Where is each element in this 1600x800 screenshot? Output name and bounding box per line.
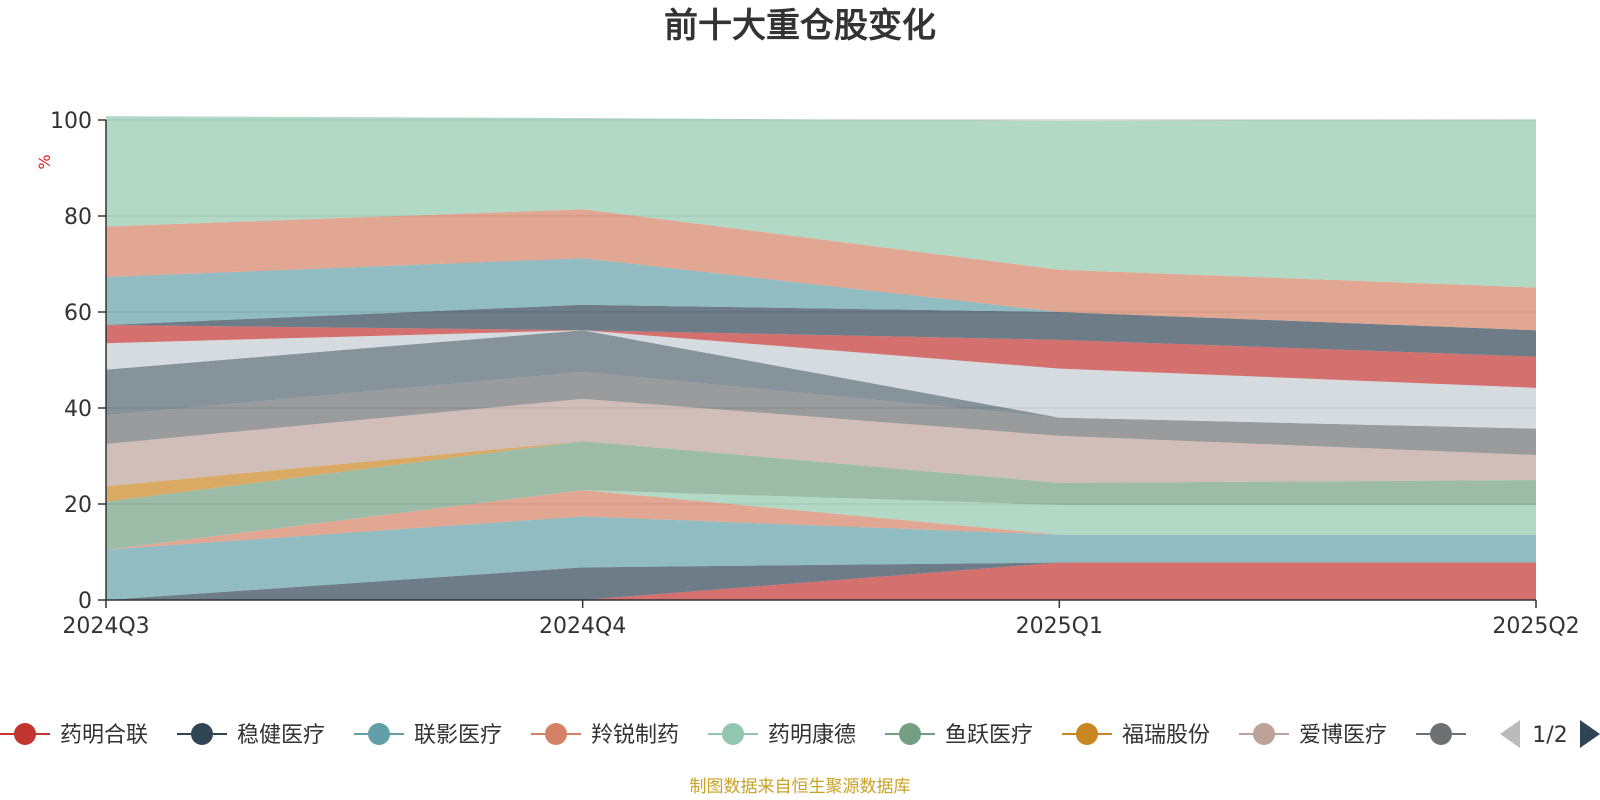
area-series-series-10 (106, 330, 1536, 429)
y-tick-label: 20 (64, 493, 92, 518)
legend-marker (545, 723, 567, 745)
area-series-鱼跃医疗 (106, 441, 1536, 550)
legend-marker (722, 723, 744, 745)
legend-marker (14, 723, 36, 745)
legend-item[interactable]: 药明合联 (0, 723, 148, 748)
legend-item[interactable]: 爱博医疗 (1239, 723, 1387, 748)
y-tick-label: 100 (50, 109, 92, 134)
legend-marker (368, 723, 390, 745)
legend-entries: 药明合联 稳健医疗 联影医疗 羚锐制药 药明康德 鱼跃医疗 福瑞股份 爱博医疗 (0, 723, 1466, 748)
area-series-series-13 (106, 304, 1536, 357)
chart-title: 前十大重仓股变化 (664, 6, 936, 46)
legend-label: 联影医疗 (414, 723, 502, 748)
legend-marker (1253, 723, 1275, 745)
x-tick-label: 2025Q1 (1016, 614, 1103, 639)
legend[interactable]: 药明合联 稳健医疗 联影医疗 羚锐制药 药明康德 鱼跃医疗 福瑞股份 爱博医疗 1/2 (0, 720, 1600, 748)
area-series-group (106, 116, 1536, 600)
area-series-series-9 (106, 372, 1536, 456)
area-series-series-11 (106, 330, 1536, 429)
legend-label: 稳健医疗 (237, 723, 325, 748)
area-series-联影医疗 (106, 516, 1536, 600)
legend-label: 鱼跃医疗 (945, 723, 1033, 748)
legend-next-arrow-icon[interactable] (1580, 720, 1600, 748)
y-tick-label: 80 (64, 205, 92, 230)
legend-label: 福瑞股份 (1122, 723, 1210, 748)
legend-marker (1430, 723, 1452, 745)
area-series-稳健医疗 (106, 562, 1536, 600)
area-series-series-15 (106, 209, 1536, 331)
y-tick-label: 40 (64, 397, 92, 422)
area-series-series-14 (106, 258, 1536, 331)
area-series-羚锐制药 (106, 490, 1536, 550)
legend-label: 爱博医疗 (1299, 723, 1387, 748)
area-series-福瑞股份 (106, 441, 1536, 502)
x-tick-label: 2025Q2 (1492, 614, 1579, 639)
legend-item[interactable]: 联影医疗 (354, 723, 502, 748)
x-tick-label: 2024Q3 (62, 614, 149, 639)
legend-marker (899, 723, 921, 745)
legend-label: 药明康德 (768, 723, 856, 748)
x-tick-label: 2024Q4 (539, 614, 626, 639)
axes: 0 20 40 60 80 100 2024Q3 2024Q4 2025Q1 2025Q2 (50, 109, 1580, 639)
legend-item[interactable] (1416, 723, 1466, 745)
y-axis-unit-label: % (35, 154, 54, 169)
legend-item[interactable]: 福瑞股份 (1062, 723, 1210, 748)
legend-label: 药明合联 (60, 723, 148, 748)
area-series-series-16 (106, 116, 1536, 288)
legend-item[interactable]: 羚锐制药 (531, 723, 679, 748)
y-tick-label: 60 (64, 301, 92, 326)
area-series-爱博医疗 (106, 398, 1536, 487)
legend-page-indicator: 1/2 (1532, 723, 1567, 748)
legend-label: 羚锐制药 (591, 723, 679, 748)
area-series-series-12 (106, 324, 1536, 388)
area-series-药明合联 (106, 562, 1536, 600)
legend-marker (191, 723, 213, 745)
y-tick-label: 0 (78, 589, 92, 614)
data-source-note: 制图数据来自恒生聚源数据库 (690, 777, 911, 797)
legend-marker (1076, 723, 1098, 745)
legend-item[interactable]: 稳健医疗 (177, 723, 325, 748)
legend-item[interactable]: 鱼跃医疗 (885, 723, 1033, 748)
legend-item[interactable]: 药明康德 (708, 723, 856, 748)
legend-prev-arrow-icon[interactable] (1500, 720, 1520, 748)
